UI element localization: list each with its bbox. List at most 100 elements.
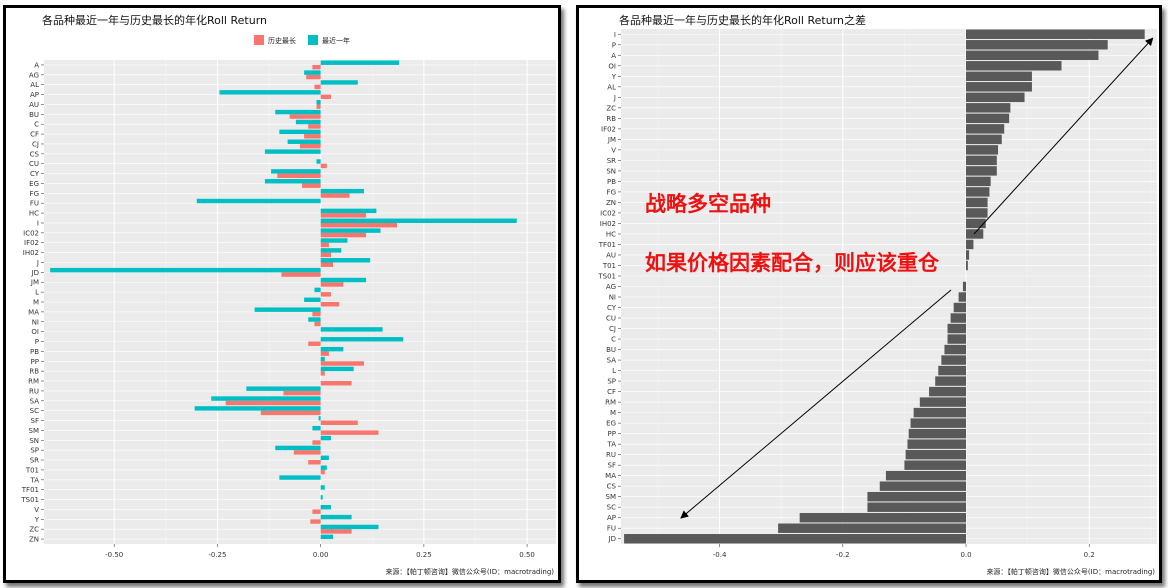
bar-history-a bbox=[312, 64, 321, 70]
legend-label: 历史最长 bbox=[268, 36, 296, 45]
y-tick-label: M bbox=[33, 299, 39, 307]
y-tick-label: BU bbox=[606, 346, 616, 354]
y-tick-label: AL bbox=[30, 81, 39, 89]
y-tick-label: JD bbox=[31, 269, 39, 277]
bar-recent-y bbox=[320, 514, 352, 520]
y-tick-label: AG bbox=[29, 71, 39, 79]
bar-recent-j bbox=[320, 258, 371, 263]
bar-recent-zc bbox=[320, 524, 379, 530]
bar-recent-jd bbox=[50, 267, 321, 273]
y-tick-label: HC bbox=[29, 210, 39, 218]
y-tick-label: SF bbox=[31, 417, 39, 425]
bar-history-zc bbox=[320, 529, 352, 534]
bar-diff-v bbox=[966, 145, 999, 155]
y-tick-label: PB bbox=[607, 178, 616, 186]
y-tick-label: JM bbox=[30, 279, 39, 287]
legend-key bbox=[254, 35, 264, 45]
y-tick-label: AG bbox=[606, 283, 616, 291]
x-tick-label: 0.25 bbox=[416, 551, 432, 559]
bar-history-pb bbox=[320, 351, 329, 356]
y-tick-label: SC bbox=[30, 407, 39, 415]
y-tick-label: CF bbox=[30, 131, 39, 139]
bar-history-hc bbox=[320, 213, 367, 218]
y-tick-label: IF02 bbox=[24, 239, 39, 247]
bar-recent-l bbox=[314, 287, 321, 293]
bar-recent-sp bbox=[275, 445, 321, 451]
bar-recent-pb bbox=[320, 346, 344, 352]
y-tick-label: CU bbox=[29, 160, 39, 168]
y-tick-label: TS01 bbox=[597, 272, 616, 280]
y-tick-label: C bbox=[34, 121, 39, 129]
y-tick-label: ZN bbox=[606, 199, 616, 207]
left-chart-panel: 各品种最近一年与历史最长的年化Roll Return 历史最长 最近一年 ZN ZC Y V… bbox=[3, 5, 561, 583]
y-tick-label: RM bbox=[28, 378, 39, 386]
y-tick-label: BU bbox=[29, 111, 39, 119]
x-tick-label: -0.2 bbox=[836, 551, 850, 559]
y-tick-label: J bbox=[36, 259, 39, 267]
source-note: 来源：【帕丁顿咨询】微信公众号(ID：macrotrading) bbox=[385, 567, 554, 576]
bar-diff-cs bbox=[879, 481, 967, 491]
y-tick-label: I bbox=[614, 31, 616, 39]
bar-history-cy bbox=[277, 173, 321, 179]
bar-diff-cj bbox=[947, 323, 967, 334]
bar-diff-if02 bbox=[966, 124, 1005, 134]
bar-recent-tf01 bbox=[320, 485, 325, 490]
y-tick-label: ZC bbox=[29, 526, 39, 534]
y-tick-label: EG bbox=[606, 420, 616, 428]
y-tick-label: L bbox=[612, 367, 616, 375]
chart-title: 各品种最近一年与历史最长的年化Roll Return bbox=[42, 13, 267, 27]
y-tick-label: NI bbox=[609, 294, 616, 302]
y-tick-label: RU bbox=[606, 451, 616, 459]
y-tick-label: CY bbox=[30, 170, 40, 178]
bar-history-pp bbox=[320, 361, 364, 366]
bar-recent-sf bbox=[318, 416, 321, 421]
y-tick-label: IC02 bbox=[600, 209, 616, 217]
arrow-long-side bbox=[973, 37, 1154, 235]
y-tick-label: RB bbox=[29, 368, 39, 376]
y-tick-label: ZC bbox=[606, 104, 616, 112]
y-tick-label: TA bbox=[606, 441, 616, 449]
bar-recent-bu bbox=[275, 109, 321, 115]
bar-recent-sn bbox=[320, 435, 331, 441]
bar-diff-eg bbox=[910, 418, 967, 428]
bar-history-cj bbox=[300, 143, 321, 149]
x-tick-label: -0.4 bbox=[713, 551, 727, 559]
y-tick-label: SP bbox=[30, 447, 39, 455]
bar-diff-pb bbox=[966, 176, 991, 187]
y-tick-label: SM bbox=[606, 493, 616, 501]
bar-history-ih02 bbox=[320, 252, 331, 258]
y-tick-label: CF bbox=[607, 388, 616, 396]
bar-history-sr bbox=[308, 460, 321, 465]
bar-diff-j bbox=[966, 92, 1025, 103]
bar-history-au bbox=[316, 104, 321, 109]
y-tick-label: I bbox=[37, 219, 39, 227]
bar-recent-cu bbox=[316, 159, 321, 164]
bar-recent-ma bbox=[254, 307, 321, 312]
bar-diff-ta bbox=[907, 439, 967, 449]
bar-history-rb bbox=[320, 371, 325, 376]
y-tick-label: AU bbox=[29, 101, 39, 109]
y-tick-label: SF bbox=[608, 462, 616, 470]
legend: 历史最长 最近一年 bbox=[254, 35, 350, 45]
bar-recent-rb bbox=[320, 366, 354, 372]
bar-history-fg bbox=[320, 193, 350, 198]
bar-recent-ic02 bbox=[320, 228, 381, 233]
y-tick-label: AU bbox=[606, 251, 616, 259]
bar-diff-jd bbox=[624, 534, 967, 544]
y-tick-label: EG bbox=[29, 180, 39, 188]
y-tick-label: RB bbox=[606, 115, 616, 123]
bar-history-v bbox=[312, 509, 321, 514]
bar-history-m bbox=[320, 302, 340, 307]
bar-diff-fu bbox=[778, 523, 967, 533]
y-tick-label: CJ bbox=[32, 140, 39, 148]
bar-history-if02 bbox=[320, 242, 329, 248]
bar-recent-m bbox=[304, 297, 321, 302]
bar-diff-au bbox=[966, 250, 970, 260]
bar-recent-hc bbox=[320, 208, 377, 214]
legend-key bbox=[308, 35, 318, 45]
bar-diff-ru bbox=[905, 449, 967, 460]
x-tick-label: -0.50 bbox=[105, 551, 123, 559]
y-tick-label: AP bbox=[30, 91, 39, 99]
bar-recent-sc bbox=[194, 406, 321, 411]
